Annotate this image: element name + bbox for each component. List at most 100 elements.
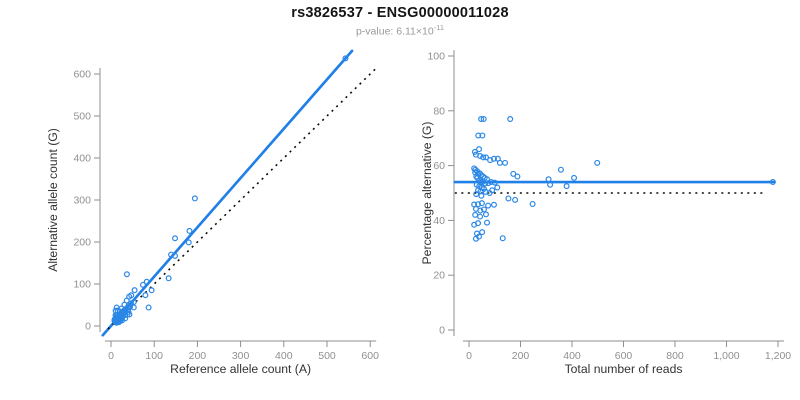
allele-counts-scatter: 0 100 200 300 400 500 600 0 100 200 300 400 500 600 Re…	[46, 49, 379, 376]
data-point	[571, 174, 578, 181]
x-tick-label: 200	[189, 350, 207, 362]
data-point	[512, 196, 519, 203]
data-point	[496, 159, 503, 166]
data-point	[502, 159, 509, 166]
data-point	[491, 179, 498, 186]
data-point	[172, 235, 179, 242]
data-point	[185, 239, 192, 246]
data-point	[529, 200, 536, 207]
data-point	[563, 183, 570, 190]
data-point	[505, 195, 512, 202]
data-point	[479, 229, 486, 236]
data-point	[480, 154, 487, 161]
data-point	[594, 159, 601, 166]
data-point	[480, 173, 487, 180]
data-point	[490, 155, 497, 162]
data-point	[478, 116, 485, 123]
y-tick-label: 80	[433, 105, 445, 117]
x-tick-label: 0	[466, 350, 472, 362]
data-point	[478, 192, 485, 199]
data-point	[490, 201, 497, 208]
x-tick-label: 300	[232, 350, 250, 362]
data-point	[479, 132, 486, 139]
data-point	[482, 211, 489, 218]
regression-line	[101, 49, 354, 337]
data-point	[186, 227, 193, 234]
x-tick-label: 400	[275, 350, 293, 362]
data-point	[142, 292, 149, 299]
x-tick-label: 1,200	[765, 350, 791, 362]
data-point	[494, 184, 501, 191]
data-point	[342, 55, 349, 62]
data-point	[127, 300, 134, 307]
x-tick-label: 500	[318, 350, 336, 362]
data-point	[127, 303, 134, 310]
data-point	[143, 278, 150, 285]
data-point	[489, 187, 496, 194]
data-point	[477, 207, 484, 214]
data-point	[191, 195, 198, 202]
data-point	[477, 153, 484, 160]
x-axis-title: Total number of reads	[565, 362, 683, 376]
y-tick-label: 0	[85, 321, 91, 333]
data-point	[482, 180, 489, 187]
y-tick-label: 100	[427, 51, 445, 63]
data-point	[473, 173, 480, 180]
pvalue-exponent: -11	[433, 23, 445, 32]
y-axis-title: Percentage alternative (G)	[420, 122, 434, 265]
identity-line	[107, 67, 377, 330]
data-point	[480, 116, 487, 123]
data-point	[478, 200, 485, 207]
data-point	[472, 166, 479, 173]
y-tick-label: 400	[73, 153, 91, 165]
y-tick-label: 40	[433, 215, 445, 227]
data-point	[485, 202, 492, 209]
pvalue-subtitle: p-value: 6.11×10-11	[0, 23, 800, 38]
data-point	[130, 304, 137, 311]
data-point	[115, 319, 122, 326]
data-point	[126, 311, 133, 318]
pvalue-text: p-value: 6.11×10	[355, 25, 434, 38]
data-point	[507, 116, 514, 123]
data-point	[499, 235, 506, 242]
x-tick-label: 100	[145, 350, 163, 362]
data-point	[557, 166, 564, 173]
data-point	[479, 179, 486, 186]
y-tick-label: 60	[433, 160, 445, 172]
plot-title: rs3826537 - ENSG00000011028	[291, 5, 509, 21]
percentage-vs-coverage-scatter: 0 20 40 60 80 100 0 200 400 600 800 1,000 1,200 Total…	[420, 50, 791, 376]
data-point	[472, 235, 479, 242]
data-point	[484, 219, 491, 226]
data-point	[476, 146, 483, 153]
y-tick-label: 600	[73, 69, 91, 81]
data-point	[472, 211, 479, 218]
data-point	[475, 132, 482, 139]
data-point	[547, 181, 554, 188]
data-point	[131, 287, 138, 294]
x-tick-label: 400	[563, 350, 581, 362]
data-point	[139, 281, 146, 288]
data-point	[171, 252, 178, 259]
x-tick-label: 200	[512, 350, 530, 362]
y-tick-label: 100	[73, 279, 91, 291]
y-axis-title: Alternative allele count (G)	[46, 128, 60, 272]
data-point	[148, 287, 155, 294]
x-tick-label: 800	[666, 350, 684, 362]
data-point	[514, 173, 521, 180]
y-tick-label: 0	[439, 325, 445, 337]
data-point	[471, 148, 478, 155]
data-point	[769, 179, 776, 186]
data-point	[482, 154, 489, 161]
x-tick-label: 1,000	[713, 350, 739, 362]
data-point	[510, 170, 517, 177]
data-point	[477, 213, 484, 220]
data-point	[488, 179, 495, 186]
data-point	[123, 271, 130, 278]
data-point	[480, 206, 487, 213]
data-point	[128, 292, 135, 299]
data-point	[485, 180, 492, 187]
data-point	[475, 201, 482, 208]
x-axis-title: Reference allele count (A)	[170, 362, 311, 376]
